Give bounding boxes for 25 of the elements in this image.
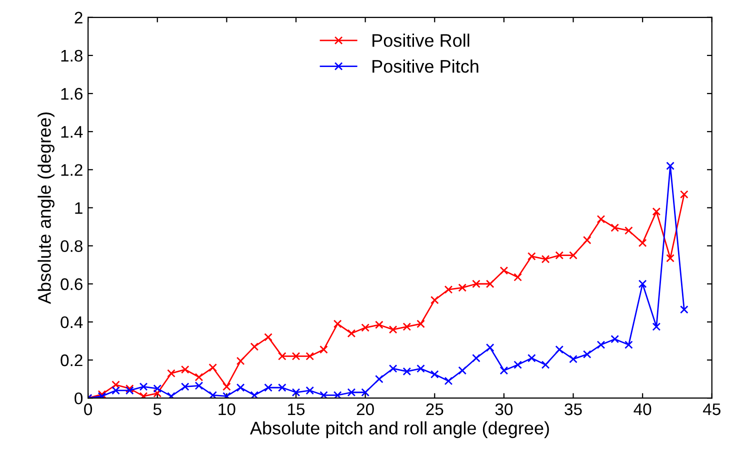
- x-axis-title: Absolute pitch and roll angle (degree): [250, 421, 549, 438]
- y-tick-label: 0: [74, 392, 83, 404]
- x-tick-label: 40: [634, 403, 652, 416]
- y-axis-title: Absolute angle (degree): [38, 112, 54, 304]
- x-tick-label: 10: [218, 403, 236, 416]
- y-tick-label: 1.8: [61, 50, 82, 62]
- x-tick-label: 20: [356, 403, 374, 416]
- x-tick-label: 45: [702, 404, 720, 416]
- x-tick-label: 25: [426, 403, 444, 416]
- y-tick-label: 1.2: [61, 164, 82, 176]
- y-tick-label: 1: [75, 202, 82, 214]
- legend-label: Positive Pitch: [372, 60, 478, 73]
- x-tick-label: 35: [564, 403, 582, 416]
- y-tick-label: 0.8: [60, 240, 82, 252]
- y-tick-label: 2: [74, 12, 82, 24]
- x-tick-label: 15: [288, 404, 305, 416]
- x-tick-label: 0: [84, 403, 92, 416]
- legend-label: Positive Roll: [372, 34, 470, 47]
- x-tick-label: 5: [153, 404, 162, 416]
- y-tick-label: 1.4: [61, 126, 83, 138]
- y-tick-label: 0.2: [60, 354, 82, 366]
- y-tick-label: 0.6: [60, 278, 82, 290]
- y-tick-label: 1.6: [61, 88, 82, 100]
- x-tick-label: 30: [495, 403, 513, 416]
- y-tick-label: 0.4: [60, 316, 83, 328]
